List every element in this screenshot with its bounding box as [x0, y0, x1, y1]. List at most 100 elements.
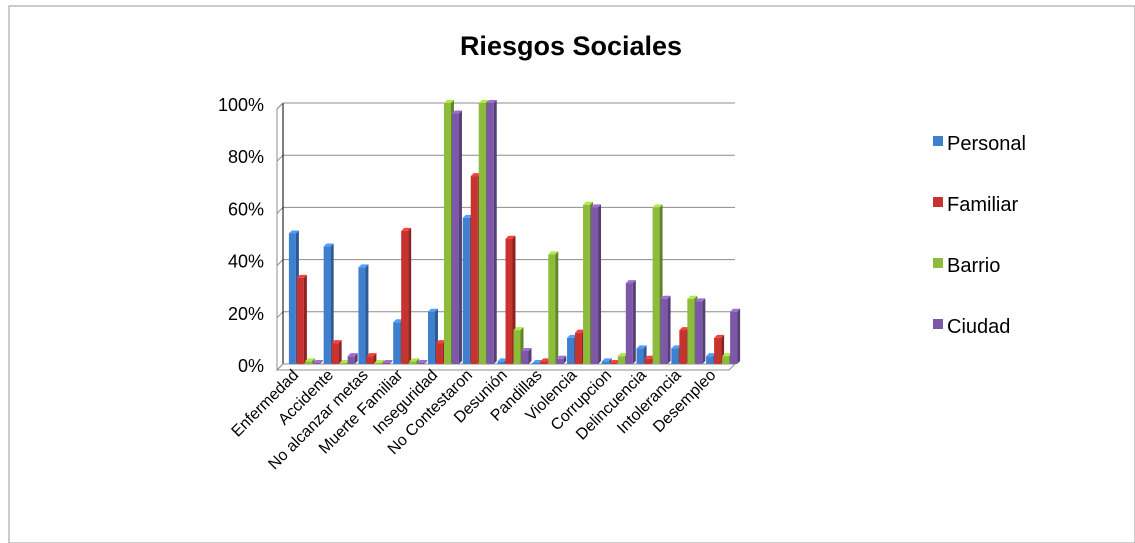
bar-front [548, 254, 556, 364]
bar-front [374, 363, 382, 364]
bar [304, 358, 315, 364]
bar-side [416, 358, 420, 364]
bar [374, 360, 385, 364]
bar [296, 274, 307, 364]
bar-top [714, 334, 725, 338]
bar-side [354, 353, 358, 364]
y-axis-ticks: 0% 20% 40% 60% 80% 100% [218, 95, 264, 376]
bar [331, 340, 342, 364]
bar-front [730, 311, 738, 364]
bar-side [319, 360, 323, 364]
bars [288, 100, 741, 364]
bar-side [598, 204, 602, 364]
bar-front [722, 356, 730, 364]
legend-label: Familiar [947, 194, 1018, 216]
bar-front [393, 322, 401, 364]
bar-side [667, 295, 671, 364]
bar-top [451, 110, 462, 114]
legend-swatch [933, 136, 943, 146]
bar-top [722, 353, 733, 357]
bar-top [288, 230, 299, 234]
bar-front [435, 343, 443, 364]
bar-top [505, 235, 516, 239]
bar [366, 353, 377, 364]
bar-front [567, 337, 575, 364]
bar-front [417, 363, 425, 364]
bar [417, 360, 428, 364]
bar-front [679, 330, 687, 364]
bar-top [427, 308, 438, 312]
bar-front [339, 363, 347, 364]
bar-front [660, 298, 668, 364]
bar-front [497, 361, 505, 364]
y-tick-label: 100% [218, 95, 264, 115]
bar-side [608, 358, 612, 364]
chart-border [8, 5, 1135, 543]
bar-front [591, 207, 599, 364]
bar-side [330, 243, 334, 364]
bar [486, 100, 497, 364]
bar-side [702, 298, 706, 364]
bar-front [462, 217, 470, 364]
bar-front [609, 363, 617, 364]
bar-side [555, 251, 559, 364]
legend-item: Ciudad [933, 316, 1010, 338]
chart-title: Riesgos Sociales [460, 31, 682, 61]
bar-top [583, 201, 594, 205]
bar [451, 110, 462, 364]
y-tick-label: 40% [228, 252, 264, 272]
gridline-side [276, 259, 284, 266]
bar-top [382, 360, 393, 363]
bar-side [408, 227, 412, 364]
bar-side [563, 355, 567, 364]
legend: Personal Familiar Barrio Ciudad [933, 133, 1026, 338]
bar [521, 347, 532, 364]
bar-front [583, 204, 591, 364]
side-wall-top [276, 102, 284, 110]
bar-side [528, 347, 532, 364]
bar-top [644, 355, 655, 359]
bar-top [462, 214, 473, 218]
bar-top [687, 295, 698, 299]
bar [323, 243, 334, 364]
bar-front [312, 363, 320, 364]
bar-top [609, 360, 620, 363]
bar-top [304, 358, 315, 362]
bar-front [331, 343, 339, 364]
y-tick-label: 60% [228, 199, 264, 219]
bar-side [458, 110, 462, 364]
bar-front [505, 238, 513, 364]
bar-top [652, 204, 663, 208]
bar-top [513, 327, 524, 331]
bar-side [381, 360, 385, 364]
bar-top [339, 360, 350, 363]
bar [358, 264, 369, 364]
bar-top [443, 100, 454, 103]
bar-front [695, 301, 703, 364]
bar-front [401, 230, 409, 364]
bar-front [714, 337, 722, 364]
bar [548, 251, 559, 364]
bar-top [567, 334, 578, 338]
legend-item: Familiar [933, 194, 1018, 216]
bar [409, 358, 420, 364]
bar-front [296, 277, 304, 364]
bar [601, 358, 612, 364]
bar-front [652, 207, 660, 364]
bar-side [493, 100, 497, 364]
bar-front [409, 361, 417, 364]
bar-front [521, 350, 529, 364]
bar-front [358, 267, 366, 364]
bar-side [365, 264, 369, 364]
bar-top [521, 347, 532, 351]
y-tick-label: 80% [228, 147, 264, 167]
bar-top [601, 358, 612, 362]
bar-top [548, 251, 559, 255]
bar-top [591, 204, 602, 208]
bar-front [288, 233, 296, 364]
bar [382, 360, 393, 364]
bar-front [323, 246, 331, 364]
bar-top [366, 353, 377, 357]
bar-side [303, 274, 307, 364]
